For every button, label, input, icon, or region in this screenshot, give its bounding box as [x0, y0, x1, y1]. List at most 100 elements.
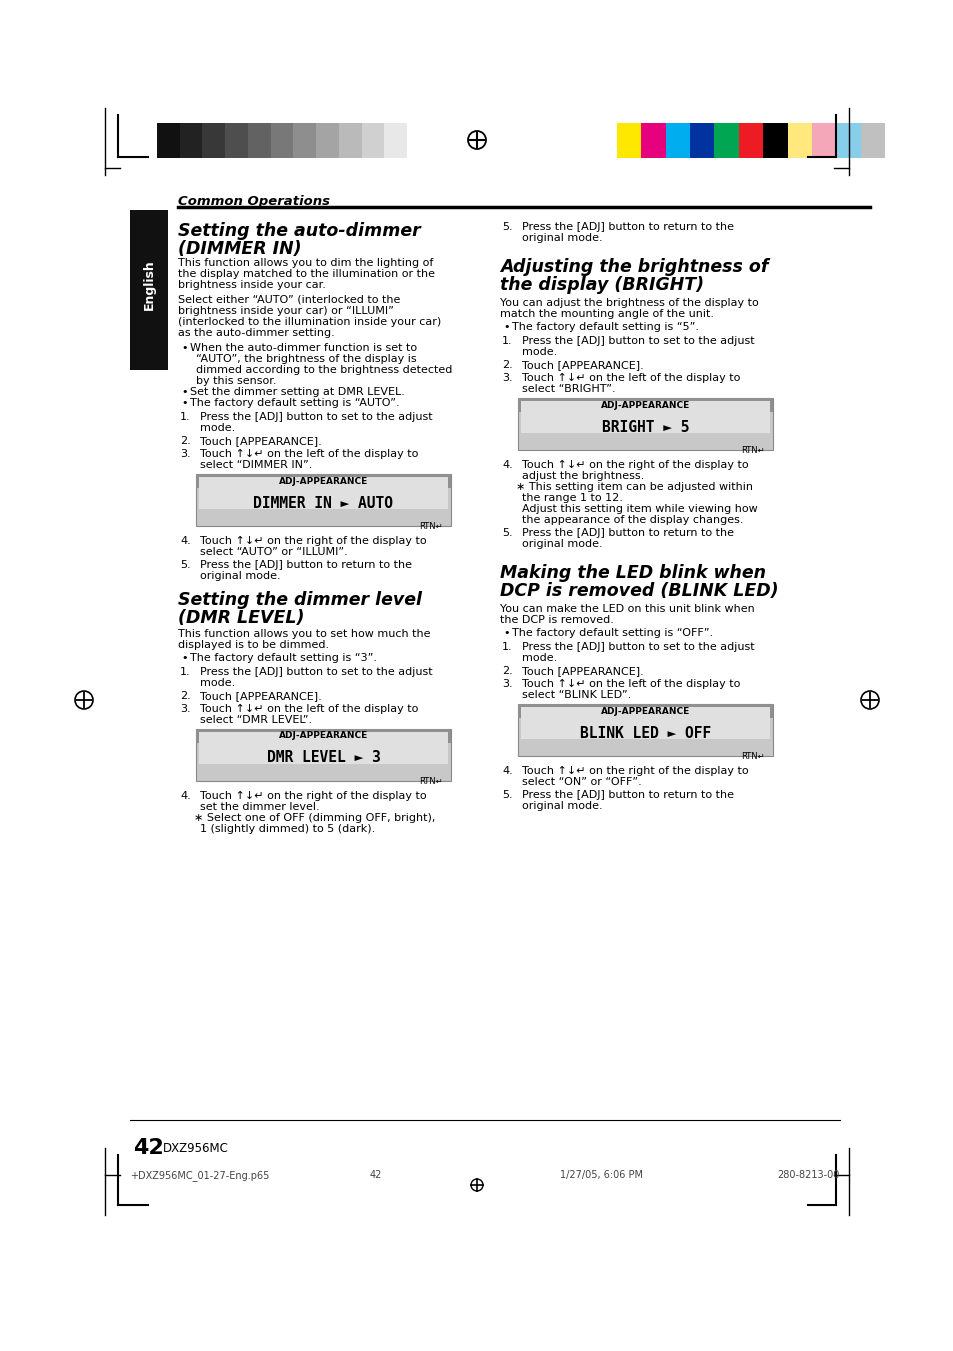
Text: dimmed according to the brightness detected: dimmed according to the brightness detec… — [195, 365, 452, 376]
Text: 280-8213-00: 280-8213-00 — [777, 1170, 840, 1179]
Text: select “AUTO” or “ILLUMI”.: select “AUTO” or “ILLUMI”. — [200, 547, 348, 557]
Text: the display matched to the illumination or the: the display matched to the illumination … — [178, 269, 435, 280]
Text: Press the [ADJ] button to return to the: Press the [ADJ] button to return to the — [200, 561, 412, 570]
Text: brightness inside your car) or “ILLUMI”: brightness inside your car) or “ILLUMI” — [178, 305, 394, 316]
Text: 4.: 4. — [180, 790, 191, 801]
Bar — [195, 730, 451, 743]
Text: 5.: 5. — [180, 561, 191, 570]
Bar — [640, 123, 665, 158]
Text: Press the [ADJ] button to return to the: Press the [ADJ] button to return to the — [521, 790, 733, 800]
Bar — [202, 123, 225, 158]
Text: RTN↵: RTN↵ — [419, 521, 442, 531]
Text: Press the [ADJ] button to return to the: Press the [ADJ] button to return to the — [521, 528, 733, 538]
Bar — [811, 123, 836, 158]
Text: 42: 42 — [132, 1138, 164, 1158]
Text: +DXZ956MC_01-27-Eng.p65: +DXZ956MC_01-27-Eng.p65 — [130, 1170, 269, 1181]
Text: •: • — [502, 322, 509, 332]
Bar — [836, 123, 860, 158]
Text: the appearance of the display changes.: the appearance of the display changes. — [521, 515, 742, 526]
Text: ∗ Select one of OFF (dimming OFF, bright),: ∗ Select one of OFF (dimming OFF, bright… — [193, 813, 435, 823]
Text: Touch ↑↓↵ on the right of the display to: Touch ↑↓↵ on the right of the display to — [521, 766, 748, 775]
Text: by this sensor.: by this sensor. — [195, 376, 276, 386]
Text: Touch [APPEARANCE].: Touch [APPEARANCE]. — [200, 690, 321, 701]
Text: Touch ↑↓↵ on the left of the display to: Touch ↑↓↵ on the left of the display to — [521, 680, 740, 689]
Bar — [361, 123, 384, 158]
Text: ADJ-APPEARANCE: ADJ-APPEARANCE — [600, 707, 689, 716]
Text: original mode.: original mode. — [200, 571, 280, 581]
Bar — [195, 474, 451, 488]
Text: select “BLINK LED”.: select “BLINK LED”. — [521, 690, 631, 700]
Text: English: English — [142, 259, 155, 311]
Text: 3.: 3. — [180, 704, 191, 713]
Text: (interlocked to the illumination inside your car): (interlocked to the illumination inside … — [178, 317, 441, 327]
Text: mode.: mode. — [521, 347, 557, 357]
Text: 4.: 4. — [501, 459, 512, 470]
Text: •: • — [181, 386, 188, 397]
Text: The factory default setting is “OFF”.: The factory default setting is “OFF”. — [512, 628, 713, 638]
Bar — [130, 209, 168, 370]
Text: You can make the LED on this unit blink when: You can make the LED on this unit blink … — [499, 604, 754, 613]
Text: 3.: 3. — [180, 449, 191, 459]
Bar — [860, 123, 884, 158]
Text: 2.: 2. — [180, 436, 191, 446]
Bar — [665, 123, 689, 158]
Bar — [689, 123, 714, 158]
Text: BLINK LED ► OFF: BLINK LED ► OFF — [579, 725, 710, 740]
Text: 1.: 1. — [180, 667, 191, 677]
Text: RTN↵: RTN↵ — [740, 753, 764, 761]
Text: original mode.: original mode. — [521, 801, 602, 811]
Bar — [517, 399, 772, 450]
Text: Press the [ADJ] button to return to the: Press the [ADJ] button to return to the — [521, 222, 733, 232]
Bar — [617, 123, 640, 158]
Text: •: • — [181, 399, 188, 408]
Bar — [179, 123, 202, 158]
Text: as the auto-dimmer setting.: as the auto-dimmer setting. — [178, 328, 335, 338]
Text: The factory default setting is “5”.: The factory default setting is “5”. — [512, 322, 699, 332]
Bar — [384, 123, 407, 158]
Bar — [271, 123, 294, 158]
Text: mode.: mode. — [200, 678, 235, 688]
Text: Adjust this setting item while viewing how: Adjust this setting item while viewing h… — [521, 504, 757, 513]
Text: Press the [ADJ] button to set to the adjust: Press the [ADJ] button to set to the adj… — [521, 336, 754, 346]
Bar — [517, 399, 772, 412]
Bar — [199, 477, 448, 509]
Text: Set the dimmer setting at DMR LEVEL.: Set the dimmer setting at DMR LEVEL. — [190, 386, 404, 397]
Text: 42: 42 — [370, 1170, 382, 1179]
Text: Select either “AUTO” (interlocked to the: Select either “AUTO” (interlocked to the — [178, 295, 400, 305]
Bar — [157, 123, 179, 158]
Bar — [248, 123, 271, 158]
Text: •: • — [502, 628, 509, 638]
Text: select “ON” or “OFF”.: select “ON” or “OFF”. — [521, 777, 641, 788]
Text: 2.: 2. — [501, 666, 512, 676]
Text: brightness inside your car.: brightness inside your car. — [178, 280, 326, 290]
Text: Touch [APPEARANCE].: Touch [APPEARANCE]. — [521, 666, 643, 676]
Text: the display (BRIGHT): the display (BRIGHT) — [499, 276, 703, 295]
Text: ∗ This setting item can be adjusted within: ∗ This setting item can be adjusted with… — [516, 482, 752, 492]
Text: adjust the brightness.: adjust the brightness. — [521, 471, 643, 481]
Text: original mode.: original mode. — [521, 539, 602, 549]
Text: DMR LEVEL ► 3: DMR LEVEL ► 3 — [266, 751, 380, 766]
Text: 5.: 5. — [501, 222, 512, 232]
Text: 2.: 2. — [180, 690, 191, 701]
Text: 1.: 1. — [501, 642, 512, 653]
Text: Touch ↑↓↵ on the left of the display to: Touch ↑↓↵ on the left of the display to — [200, 704, 418, 715]
Text: the DCP is removed.: the DCP is removed. — [499, 615, 613, 626]
Text: select “BRIGHT”.: select “BRIGHT”. — [521, 384, 615, 394]
Text: This function allows you to set how much the: This function allows you to set how much… — [178, 630, 430, 639]
Text: Touch [APPEARANCE].: Touch [APPEARANCE]. — [521, 359, 643, 370]
Text: 1/27/05, 6:06 PM: 1/27/05, 6:06 PM — [559, 1170, 642, 1179]
Text: 5.: 5. — [501, 790, 512, 800]
Bar — [517, 704, 772, 717]
Text: Touch [APPEARANCE].: Touch [APPEARANCE]. — [200, 436, 321, 446]
Text: RTN↵: RTN↵ — [740, 446, 764, 455]
Text: “AUTO”, the brightness of the display is: “AUTO”, the brightness of the display is — [195, 354, 416, 363]
Text: The factory default setting is “AUTO”.: The factory default setting is “AUTO”. — [190, 399, 399, 408]
Bar — [195, 474, 451, 526]
Text: Press the [ADJ] button to set to the adjust: Press the [ADJ] button to set to the adj… — [200, 667, 432, 677]
Text: 2.: 2. — [501, 359, 512, 370]
Bar — [738, 123, 762, 158]
Text: select “DIMMER IN”.: select “DIMMER IN”. — [200, 459, 312, 470]
Text: DIMMER IN ► AUTO: DIMMER IN ► AUTO — [253, 496, 393, 511]
Bar — [714, 123, 738, 158]
Bar — [520, 401, 769, 434]
